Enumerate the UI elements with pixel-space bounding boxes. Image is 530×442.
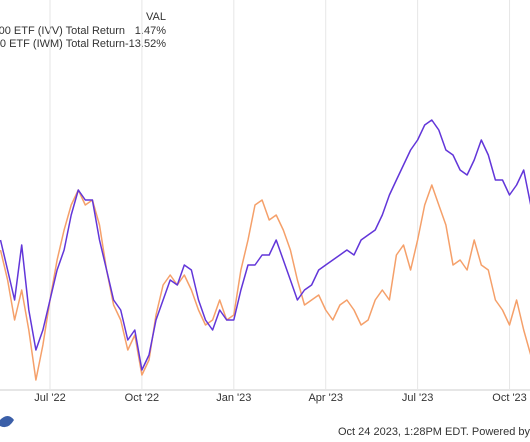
legend-label: ssell 2000 ETF (IWM) Total Return (0, 38, 125, 50)
series-line (0, 119, 530, 371)
footer: Oct 24 2023, 1:28PM EDT. Powered by (338, 426, 530, 438)
x-tick-label: Jul '22 (34, 392, 65, 404)
x-tick-label: Jan '23 (216, 392, 251, 404)
x-tick-label: Jul '23 (402, 392, 433, 404)
x-tick-label: Apr '23 (308, 392, 343, 404)
x-tick-label: Oct '22 (125, 392, 160, 404)
legend-label: ore S&P 500 ETF (IVV) Total Return (0, 25, 125, 37)
legend-header: VAL (146, 11, 166, 23)
legend-value: 1.47% (135, 25, 166, 37)
logo (0, 416, 14, 428)
legend-value: -13.52% (125, 38, 166, 50)
series-line (0, 184, 530, 381)
x-tick-label: Oct '23 (492, 392, 527, 404)
